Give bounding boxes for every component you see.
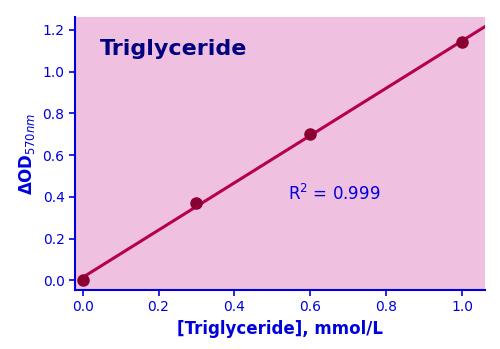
Point: [78, 277, 86, 283]
Y-axis label: ΔOD$_{570nm}$: ΔOD$_{570nm}$: [17, 112, 37, 195]
Point: [458, 40, 466, 45]
Text: R$^{2}$ = 0.999: R$^{2}$ = 0.999: [288, 184, 380, 205]
X-axis label: [Triglyceride], mmol/L: [Triglyceride], mmol/L: [177, 320, 383, 337]
Text: Triglyceride: Triglyceride: [100, 39, 247, 59]
Point: [306, 132, 314, 137]
Point: [192, 200, 200, 206]
